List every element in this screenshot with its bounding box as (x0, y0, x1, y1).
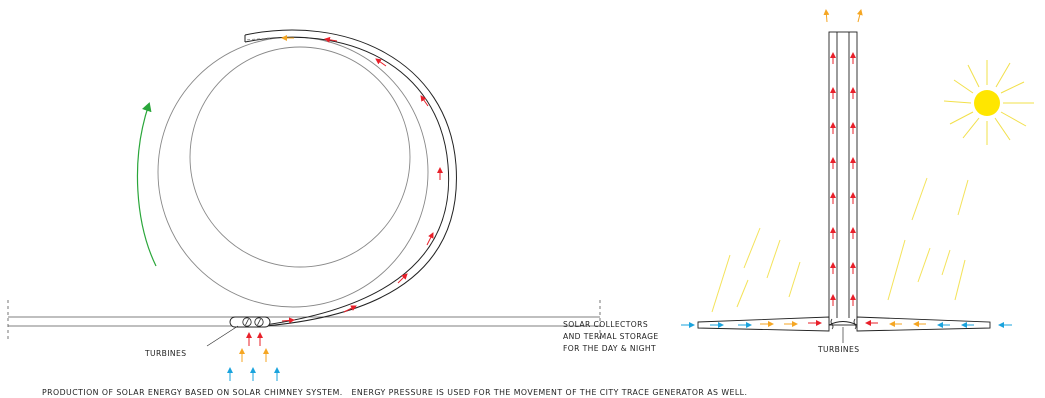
exhaust-arrows (823, 9, 863, 23)
rain-streaks (711, 177, 969, 313)
hot-air-arrows-loop (281, 36, 443, 324)
sun-icon (943, 60, 1034, 145)
collectors-label: SOLAR COLLECTORS AND TERMAL STORAGE FOR … (563, 320, 659, 353)
loop-system: TURBINES (7, 29, 601, 381)
turbine-symbols-right (830, 318, 857, 330)
inner-wheel (189, 46, 411, 268)
duct-dashed-end (244, 37, 271, 41)
hot-air-arrows-chimney (830, 52, 856, 306)
collectors-label-line3: FOR THE DAY & NIGHT (563, 344, 656, 353)
air-duct (244, 29, 457, 327)
diagram-caption: PRODUCTION OF SOLAR ENERGY BASED ON SOLA… (42, 388, 747, 397)
turbine-housing-left (229, 316, 271, 328)
turbines-label-right: TURBINES (817, 345, 859, 354)
collector-arrows-right (865, 320, 1012, 328)
rotation-arrow (136, 102, 157, 267)
turbines-label-left: TURBINES (144, 349, 186, 358)
intake-arrows-left (227, 332, 280, 381)
collectors-label-line2: AND TERMAL STORAGE (563, 332, 659, 341)
solar-chimney: SOLAR COLLECTORS AND TERMAL STORAGE FOR … (563, 9, 1034, 354)
collector-arrows-left (681, 320, 822, 328)
turbines-leader-left (206, 325, 239, 347)
ground-track (7, 300, 601, 342)
collectors-label-line1: SOLAR COLLECTORS (563, 320, 648, 329)
chimney-tower (828, 31, 858, 326)
